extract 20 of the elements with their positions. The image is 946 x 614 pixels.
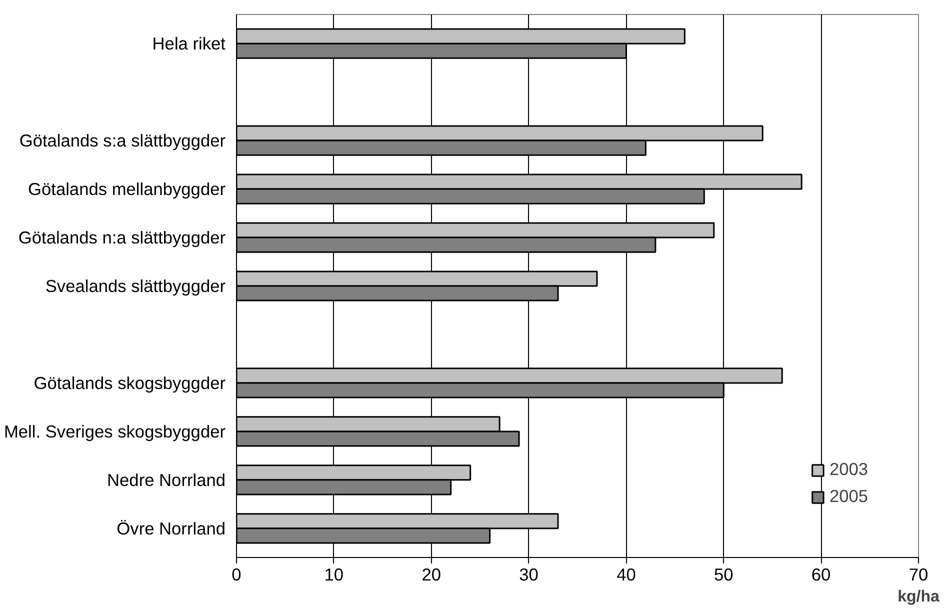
y-tick-label: Götalands mellanbyggder bbox=[28, 179, 226, 200]
y-tick-label: Götalands skogsbyggder bbox=[34, 372, 226, 393]
legend-label: 2005 bbox=[829, 486, 868, 507]
y-tick-label: Götalands n:a slättbyggder bbox=[18, 228, 226, 248]
x-tick-label: 30 bbox=[519, 564, 538, 584]
y-tick-label: Nedre Norrland bbox=[107, 470, 226, 490]
legend-label: 2003 bbox=[829, 459, 868, 480]
y-tick-label: Övre Norrland bbox=[116, 518, 226, 538]
y-tick-label: Götalands s:a slättbyggder bbox=[19, 130, 226, 151]
y-tick-label: Svealands slättbyggder bbox=[45, 276, 226, 296]
x-tick-label: 0 bbox=[232, 564, 242, 584]
x-tick-label: 10 bbox=[324, 564, 344, 584]
x-tick-label: 50 bbox=[714, 564, 734, 584]
x-tick-label: 60 bbox=[811, 564, 831, 584]
y-tick-label: Hela riket bbox=[152, 34, 226, 54]
x-tick-label: 70 bbox=[908, 564, 928, 584]
y-tick-label: Mell. Sveriges skogsbyggder bbox=[4, 421, 226, 442]
x-tick-label: 40 bbox=[616, 564, 636, 584]
x-tick-label: 20 bbox=[422, 564, 441, 584]
x-axis-title: kg/ha bbox=[898, 588, 940, 606]
